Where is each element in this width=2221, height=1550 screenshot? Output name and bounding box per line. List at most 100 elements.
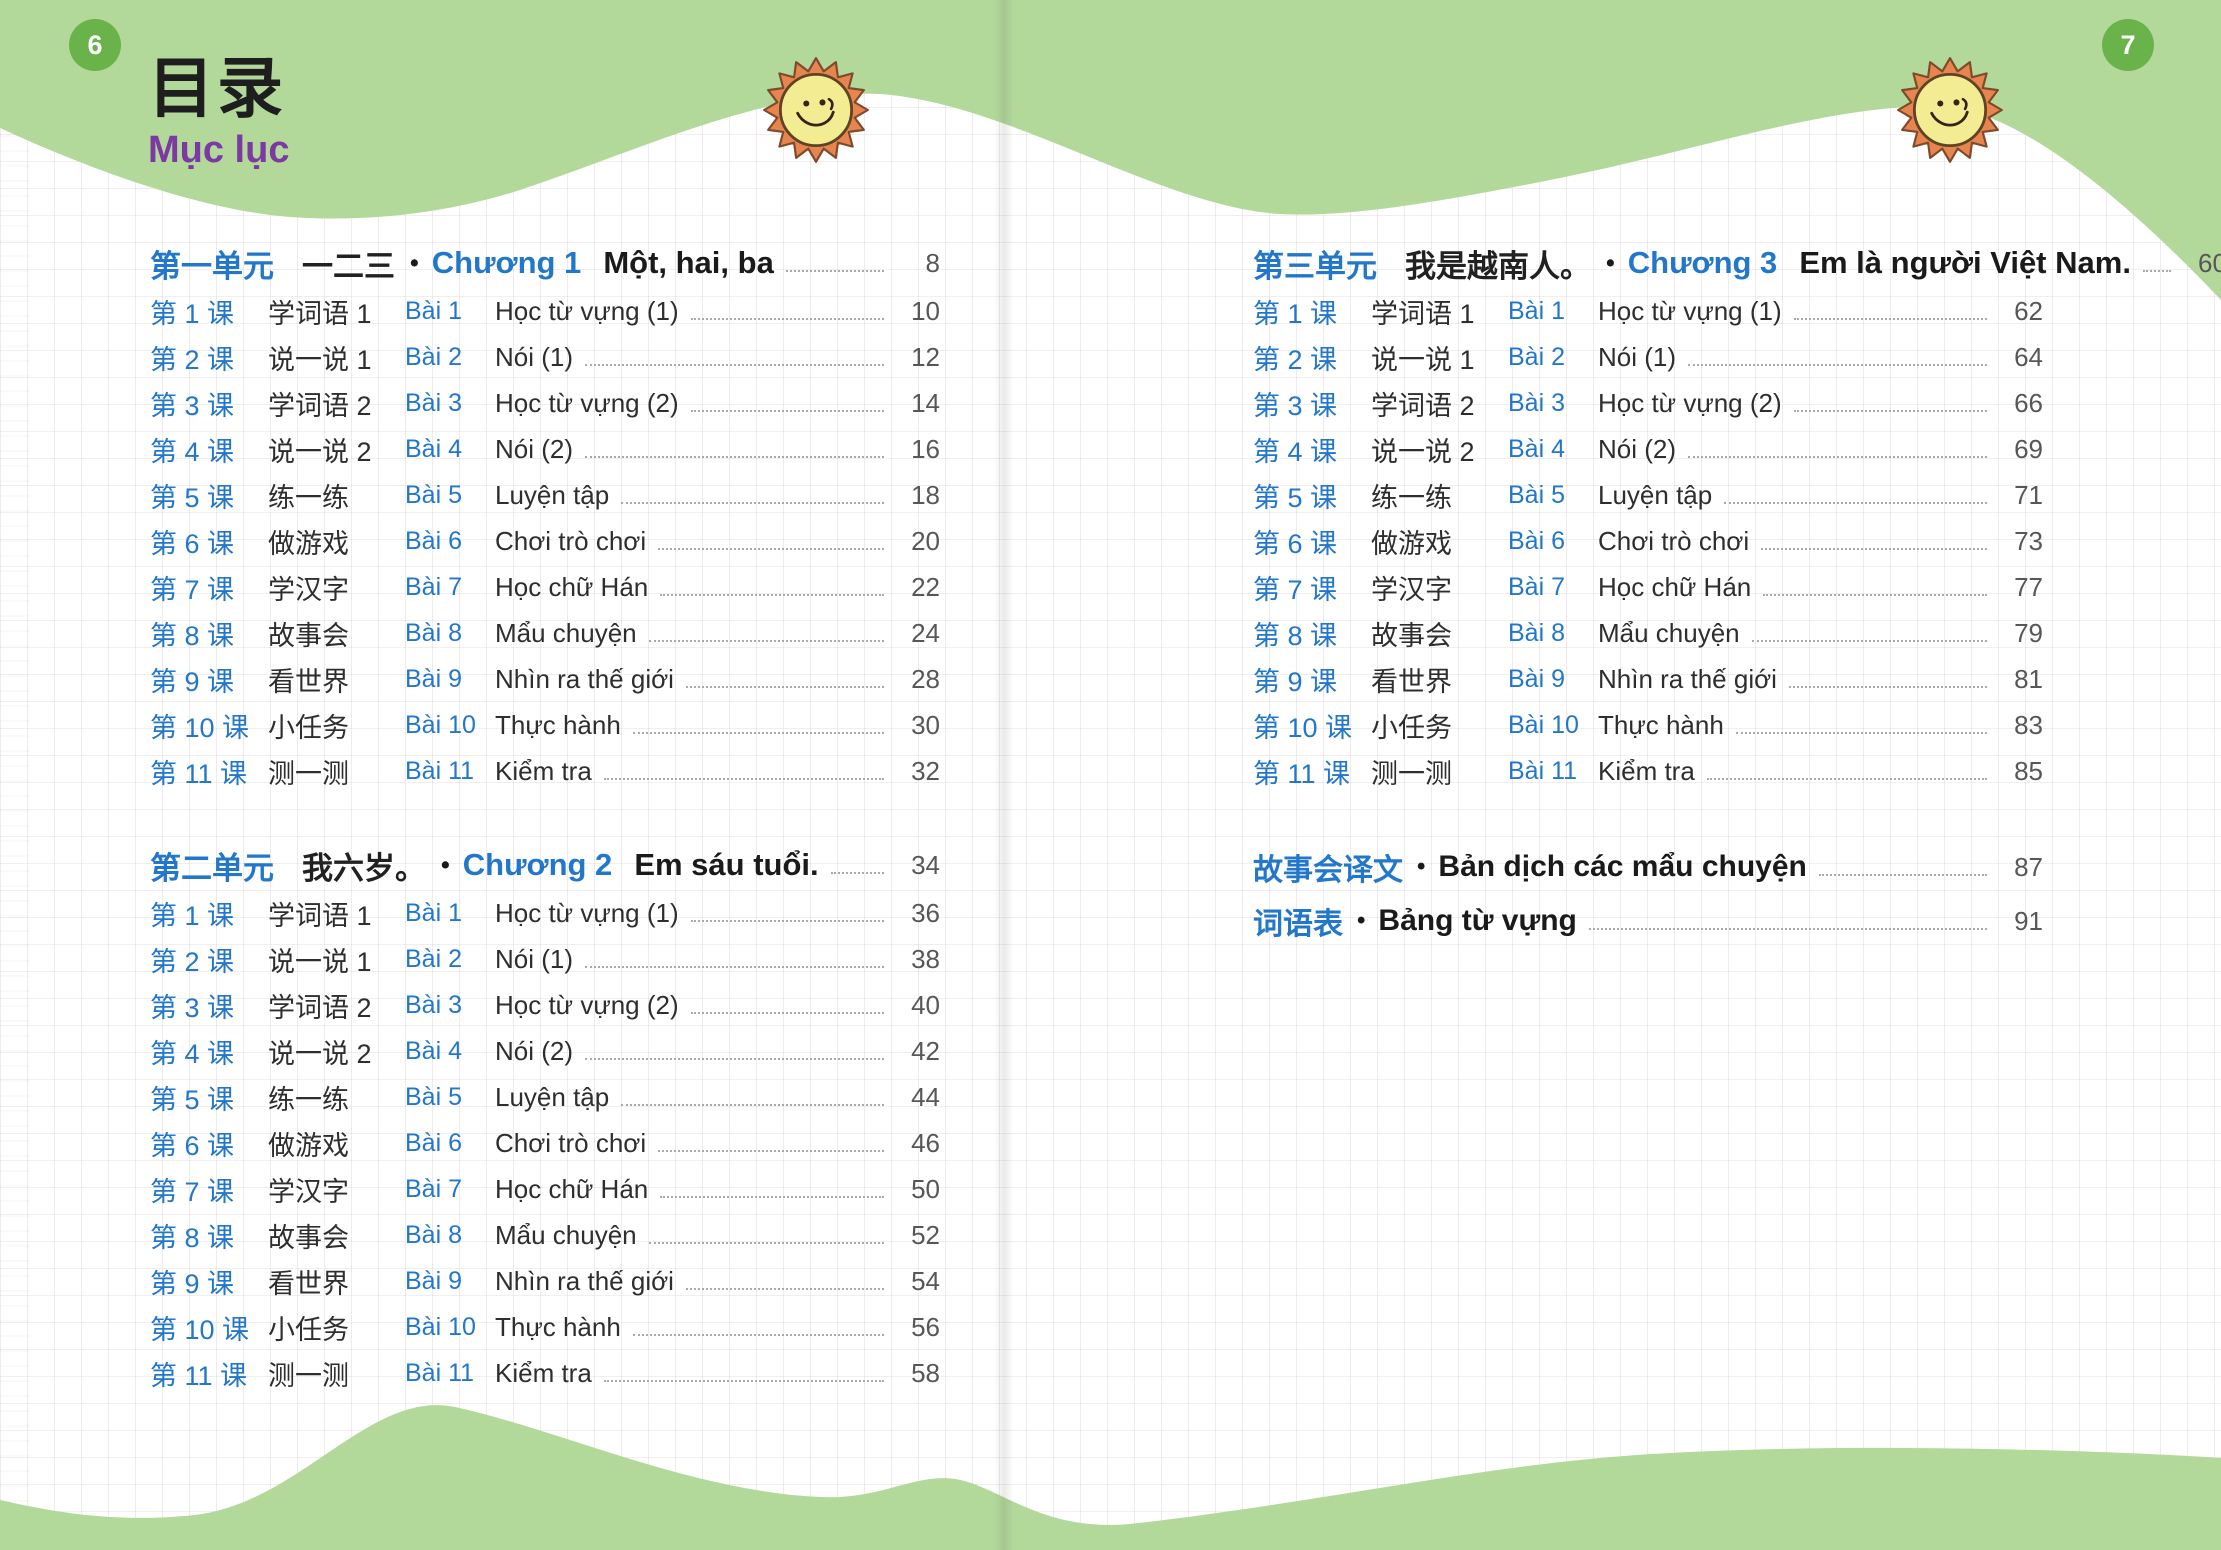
dot-leader	[1793, 317, 1987, 320]
lesson-page-number: 32	[911, 755, 940, 786]
lesson-title-zh: 测一测	[1371, 758, 1452, 789]
lesson-page-number: 64	[2014, 341, 2043, 372]
toc-lesson-row: 第 5 课 练一练 Bài 5 Luyện tập 44	[150, 1074, 940, 1120]
dot-leader	[632, 1333, 884, 1336]
lesson-number-vi: Bài 11	[405, 756, 475, 785]
lesson-number-zh: 第 3 课	[150, 390, 235, 421]
lesson-number-zh: 第 3 课	[1253, 390, 1338, 421]
lesson-page-number: 83	[2014, 709, 2043, 740]
lesson-number-vi: Bài 4	[405, 434, 462, 463]
lesson-page-number: 54	[911, 1265, 940, 1296]
lesson-title-zh: 看世界	[1371, 666, 1452, 697]
toc-lesson-row: 第 6 课 做游戏 Bài 6 Chơi trò chơi 73	[1253, 518, 2043, 564]
lesson-title-zh: 说一说 1	[268, 344, 372, 375]
toc-lesson-row: 第 4 课 说一说 2 Bài 4 Nói (2) 16	[150, 426, 940, 472]
spread-binding-shadow	[994, 0, 1012, 1550]
lesson-title-zh: 学词语 2	[1371, 390, 1475, 421]
dot-leader	[648, 639, 884, 642]
lesson-number-zh: 第 10 课	[150, 1314, 250, 1345]
lesson-title-zh: 学汉字	[1371, 574, 1452, 605]
lesson-number-vi: Bài 9	[1508, 664, 1565, 693]
toc-right-page-column: 第三单元 我是越南人。 • Chương 3 Em là người Việt …	[1253, 238, 2221, 948]
lesson-number-zh: 第 4 课	[150, 1038, 235, 1069]
lesson-number-vi: Bài 4	[405, 1036, 462, 1065]
dot-leader	[585, 455, 884, 458]
lesson-title-vi: Học từ vựng (1)	[495, 897, 679, 928]
lesson-number-zh: 第 11 课	[1253, 758, 1351, 789]
toc-unit: 第二单元 我六岁。 • Chương 2 Em sáu tuổi. 34 第 1…	[150, 840, 940, 1396]
unit-header-row: 第二单元 我六岁。 • Chương 2 Em sáu tuổi. 34	[150, 840, 940, 890]
lesson-page-number: 52	[911, 1219, 940, 1250]
unit-page-number: 8	[925, 247, 940, 278]
lesson-page-number: 71	[2014, 479, 2043, 510]
bullet-separator: •	[441, 850, 450, 879]
lesson-title-zh: 学词语 1	[268, 298, 372, 329]
lesson-number-zh: 第 6 课	[1253, 528, 1338, 559]
lesson-page-number: 58	[911, 1357, 940, 1388]
lesson-number-zh: 第 10 课	[150, 712, 250, 743]
lesson-page-number: 36	[911, 897, 940, 928]
lesson-number-vi: Bài 1	[405, 296, 462, 325]
lesson-title-zh: 练一练	[1371, 482, 1452, 513]
lesson-number-zh: 第 9 课	[150, 666, 235, 697]
lesson-number-vi: Bài 1	[405, 898, 462, 927]
unit-title-zh: 我六岁。	[302, 850, 426, 886]
unit-title-zh: 我是越南人。	[1405, 248, 1591, 284]
toc-lesson-row: 第 1 课 学词语 1 Bài 1 Học từ vựng (1) 36	[150, 890, 940, 936]
lesson-number-vi: Bài 6	[1508, 526, 1565, 555]
lesson-number-vi: Bài 3	[405, 990, 462, 1019]
toc-lesson-row: 第 2 课 说一说 1 Bài 2 Nói (1) 12	[150, 334, 940, 380]
lesson-number-vi: Bài 7	[405, 1174, 462, 1203]
lesson-title-vi: Học chữ Hán	[495, 1173, 649, 1204]
lesson-number-zh: 第 1 课	[1253, 298, 1338, 329]
lesson-title-vi: Thực hành	[495, 709, 621, 740]
lesson-page-number: 81	[2014, 663, 2043, 694]
unit-title-zh: 一二三	[302, 248, 395, 284]
toc-lesson-row: 第 10 课 小任务 Bài 10 Thực hành 30	[150, 702, 940, 748]
toc-extras-section: 故事会译文 • Bản dịch các mẩu chuyện 87 词语表 •…	[1253, 840, 2043, 948]
dot-leader	[658, 547, 884, 550]
toc-lesson-row: 第 8 课 故事会 Bài 8 Mẩu chuyện 24	[150, 610, 940, 656]
lesson-number-vi: Bài 8	[1508, 618, 1565, 647]
lesson-title-zh: 学汉字	[268, 1176, 349, 1207]
lesson-page-number: 16	[911, 433, 940, 464]
unit-label-vi: Chương 1	[431, 245, 582, 280]
lesson-number-zh: 第 4 课	[150, 436, 235, 467]
lesson-page-number: 38	[911, 943, 940, 974]
lesson-title-zh: 做游戏	[268, 528, 349, 559]
lesson-title-vi: Chơi trò chơi	[1598, 525, 1750, 556]
toc-lesson-row: 第 6 课 做游戏 Bài 6 Chơi trò chơi 46	[150, 1120, 940, 1166]
lesson-title-vi: Nói (1)	[495, 943, 574, 974]
lesson-title-vi: Thực hành	[1598, 709, 1724, 740]
dot-leader	[1751, 639, 1987, 642]
toc-title-block: 目录 Mục lục	[148, 52, 289, 172]
toc-lesson-row: 第 9 课 看世界 Bài 9 Nhìn ra thế giới 81	[1253, 656, 2043, 702]
toc-lesson-row: 第 4 课 说一说 2 Bài 4 Nói (2) 69	[1253, 426, 2043, 472]
lesson-number-vi: Bài 2	[405, 342, 462, 371]
lesson-number-zh: 第 6 课	[150, 528, 235, 559]
lesson-title-vi: Nói (1)	[1598, 341, 1677, 372]
dot-leader	[1761, 547, 1987, 550]
lesson-page-number: 14	[911, 387, 940, 418]
toc-lesson-row: 第 8 课 故事会 Bài 8 Mẩu chuyện 52	[150, 1212, 940, 1258]
lesson-page-number: 20	[911, 525, 940, 556]
lesson-number-vi: Bài 11	[405, 1358, 475, 1387]
toc-lesson-row: 第 5 课 练一练 Bài 5 Luyện tập 18	[150, 472, 940, 518]
toc-lesson-row: 第 9 课 看世界 Bài 9 Nhìn ra thế giới 28	[150, 656, 940, 702]
lesson-title-vi: Học chữ Hán	[1598, 571, 1752, 602]
lesson-title-zh: 学汉字	[268, 574, 349, 605]
lesson-number-zh: 第 9 课	[150, 1268, 235, 1299]
lesson-number-zh: 第 7 课	[1253, 574, 1338, 605]
toc-extra-row: 词语表 • Bảng từ vựng 91	[1253, 894, 2043, 948]
lesson-title-vi: Nhìn ra thế giới	[1598, 663, 1777, 694]
lesson-number-vi: Bài 10	[405, 1312, 476, 1341]
lesson-title-vi: Mẩu chuyện	[495, 617, 637, 648]
bullet-separator: •	[1357, 907, 1366, 934]
toc-lesson-row: 第 7 课 学汉字 Bài 7 Học chữ Hán 50	[150, 1166, 940, 1212]
lesson-title-vi: Chơi trò chơi	[495, 1127, 647, 1158]
dot-leader	[690, 919, 884, 922]
lesson-number-vi: Bài 6	[405, 1128, 462, 1157]
page-number-badge-left: 6	[69, 19, 121, 71]
